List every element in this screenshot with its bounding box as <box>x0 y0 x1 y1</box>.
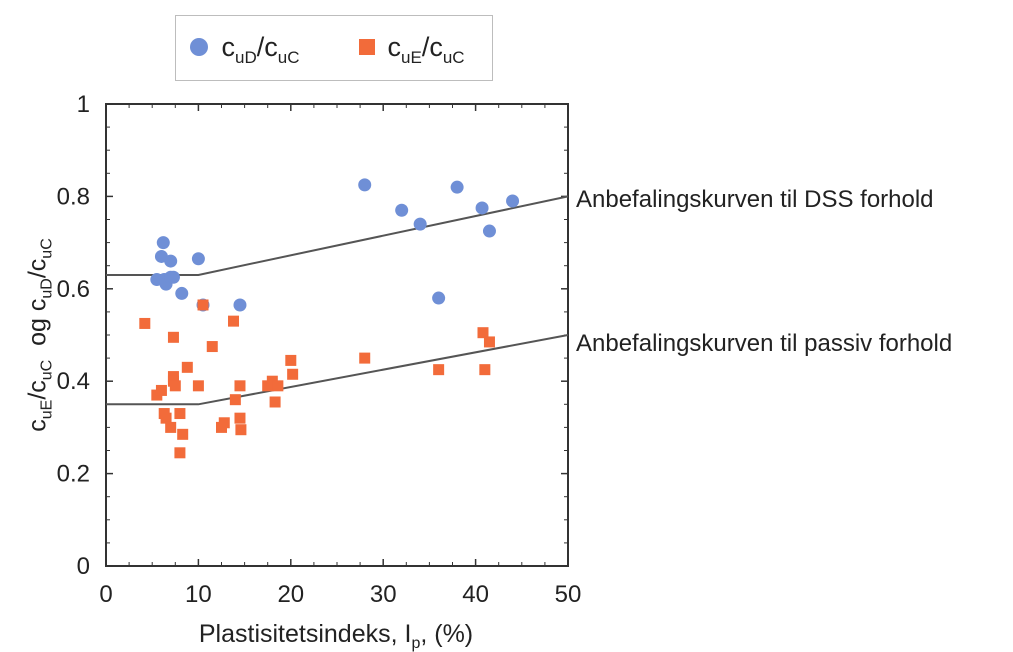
data-point-square <box>192 380 204 392</box>
data-point-square <box>167 331 179 343</box>
data-point-square <box>139 317 151 329</box>
data-point-square <box>269 396 281 408</box>
data-point-square <box>206 341 218 353</box>
curve-passiv <box>106 334 569 406</box>
data-point-square <box>218 417 230 429</box>
data-point-square <box>483 336 495 348</box>
annotation-dss: Anbefalingskurven til DSS forhold <box>576 186 934 213</box>
data-point-square <box>160 412 172 424</box>
y-tick-label: 0.8 <box>57 183 90 210</box>
legend-label-cue: cuE/cuC <box>387 32 465 67</box>
data-point-square <box>155 384 167 396</box>
x-tick-label: 10 <box>185 581 212 608</box>
data-point-circle <box>395 203 409 217</box>
data-point-circle <box>233 298 247 312</box>
y-tick-label: 1 <box>77 91 90 118</box>
data-point-square <box>228 315 240 327</box>
data-point-square <box>477 327 489 339</box>
data-point-square <box>272 380 284 392</box>
legend-label-cud: cuD/cuC <box>221 32 300 67</box>
data-point-circle <box>450 180 464 194</box>
data-point-square <box>165 421 177 433</box>
x-tick-label: 50 <box>555 581 582 608</box>
data-point-square <box>234 412 246 424</box>
data-point-square <box>177 428 189 440</box>
x-tick-label: 40 <box>462 581 489 608</box>
data-point-square <box>197 299 209 311</box>
data-point-circle <box>475 201 489 215</box>
data-point-circle <box>191 252 205 266</box>
data-point-circle <box>175 286 189 300</box>
x-tick-label: 30 <box>370 581 397 608</box>
data-point-square <box>234 380 246 392</box>
legend-item-cud: cuD/cuC <box>188 32 300 67</box>
y-axis-label: cuE/cuC og cuD/cuC <box>23 238 56 432</box>
y-tick-label: 0 <box>77 553 90 580</box>
data-point-circle <box>413 217 427 231</box>
annotation-passiv: Anbefalingskurven til passiv forhold <box>576 330 953 357</box>
x-tick-label: 0 <box>99 581 112 608</box>
data-point-square <box>285 354 297 366</box>
data-point-circle <box>166 270 180 284</box>
x-tick-label: 20 <box>277 581 304 608</box>
data-point-circle <box>156 236 170 250</box>
legend-square-marker <box>359 39 375 55</box>
data-point-square <box>266 375 278 387</box>
y-tick-label: 0.2 <box>57 461 90 488</box>
data-point-square <box>479 364 491 376</box>
data-point-square <box>229 394 241 406</box>
data-point-square <box>359 352 371 364</box>
data-point-circle <box>506 194 520 208</box>
data-point-circle <box>432 291 446 305</box>
data-point-square <box>287 368 299 380</box>
y-tick-label: 0.4 <box>57 368 90 395</box>
legend-item-cue: cuE/cuC <box>356 32 465 67</box>
curve-dss <box>106 195 569 276</box>
legend: cuD/cuC cuE/cuC <box>175 15 493 81</box>
data-point-square <box>235 424 247 436</box>
x-axis-label: Plastisitetsindeks, Ip, (%) <box>198 620 474 652</box>
data-point-circle <box>164 254 178 268</box>
data-point-square <box>181 361 193 373</box>
data-point-circle <box>358 178 372 192</box>
data-point-square <box>169 380 181 392</box>
data-point-square <box>174 447 186 459</box>
data-point-square <box>174 408 186 420</box>
legend-circle-marker <box>190 38 208 56</box>
data-point-square <box>433 364 445 376</box>
y-tick-label: 0.6 <box>57 276 90 303</box>
data-point-circle <box>482 224 496 238</box>
